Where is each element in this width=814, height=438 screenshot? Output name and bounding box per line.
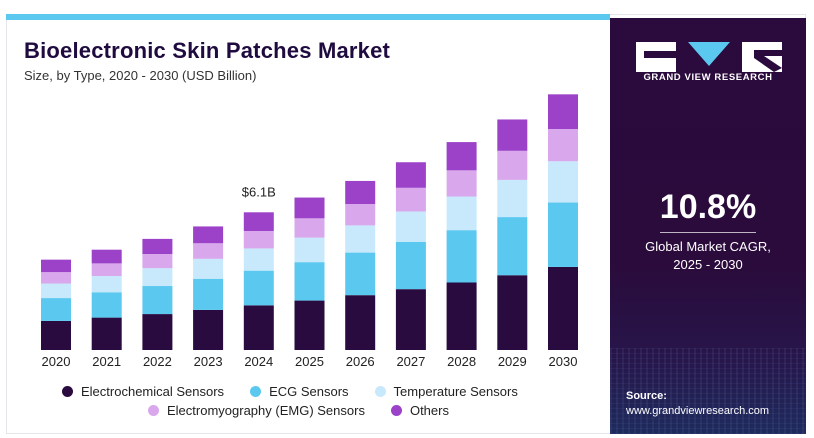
bar-segment-2021-2 <box>91 276 122 293</box>
chart-subtitle: Size, by Type, 2020 - 2030 (USD Billion) <box>24 68 257 83</box>
legend-row-2: Electromyography (EMG) Sensors Others <box>148 403 475 418</box>
bar-segment-2028-0 <box>446 282 477 350</box>
legend-label: Electromyography (EMG) Sensors <box>167 403 365 418</box>
bar-segment-2020-3 <box>41 272 71 284</box>
bar-segment-2026-1 <box>345 252 376 296</box>
bar-segment-2028-3 <box>446 170 477 197</box>
bar-segment-2027-4 <box>395 162 426 188</box>
bar-segment-2023-3 <box>193 243 224 259</box>
x-tick-label: 2021 <box>92 354 121 369</box>
legend-swatch <box>390 405 402 416</box>
legend-item: Electromyography (EMG) Sensors <box>148 403 365 418</box>
source-label: Source: <box>626 390 667 402</box>
bar-segment-2020-1 <box>41 298 71 321</box>
legend-swatch <box>374 386 386 397</box>
bar-segment-2022-0 <box>142 314 173 350</box>
bar-segment-2021-4 <box>91 249 122 264</box>
bar-total-annotation: $6.1B <box>242 184 276 199</box>
x-tick-label: 2024 <box>244 354 273 369</box>
cagr-label-line-1: Global Market CAGR, <box>645 239 771 254</box>
legend-swatch <box>250 386 262 397</box>
bar-segment-2029-1 <box>497 217 528 276</box>
bar-segment-2022-3 <box>142 254 173 269</box>
bar-segment-2028-1 <box>446 230 477 283</box>
cagr-label-line-2: 2025 - 2030 <box>673 257 743 272</box>
bar-segment-2027-3 <box>395 187 426 212</box>
legend-label: Electrochemical Sensors <box>81 384 225 399</box>
bar-segment-2023-4 <box>193 226 224 244</box>
bar-segment-2026-0 <box>345 295 376 350</box>
cagr-divider <box>660 232 756 233</box>
bar-segment-2020-2 <box>41 283 71 299</box>
bar-segment-2029-2 <box>497 179 528 218</box>
bar-segment-2025-3 <box>294 218 325 238</box>
bar-segment-2024-4 <box>243 212 274 231</box>
bar-segment-2029-4 <box>497 119 528 151</box>
bar-segment-2022-1 <box>142 286 173 315</box>
bar-segment-2020-0 <box>41 320 71 350</box>
cagr-label: Global Market CAGR, 2025 - 2030 <box>610 238 806 274</box>
bar-segment-2030-4 <box>548 94 578 130</box>
bar-segment-2024-2 <box>243 248 274 271</box>
bar-segment-2028-4 <box>446 142 477 171</box>
x-tick-label: 2030 <box>549 354 578 369</box>
x-tick-label: 2023 <box>194 354 223 369</box>
bar-segment-2028-2 <box>446 196 477 231</box>
x-tick-label: 2025 <box>295 354 324 369</box>
x-tick-label: 2022 <box>143 354 172 369</box>
x-tick-label: 2029 <box>498 354 527 369</box>
bar-segment-2022-2 <box>142 268 173 287</box>
legend-label: ECG Sensors <box>269 384 349 399</box>
bar-segment-2021-1 <box>91 292 122 318</box>
bar-segment-2021-0 <box>91 317 122 350</box>
bar-segment-2029-0 <box>497 275 528 350</box>
source-link[interactable]: www.grandviewresearch.com <box>626 405 770 417</box>
stacked-bar-chart: 2020 2021 2022 2023 2024 $6.1B 2025 2026 2027 202… <box>41 94 578 369</box>
x-tick-label: 2028 <box>447 354 476 369</box>
bar-segment-2023-0 <box>193 309 224 350</box>
x-tick-label: 2027 <box>396 354 425 369</box>
bar-segment-2025-1 <box>294 262 325 301</box>
bar-segment-2025-0 <box>294 300 325 350</box>
cagr-value: 10.8% <box>659 188 757 226</box>
legend-label: Temperature Sensors <box>393 384 518 399</box>
x-tick-label: 2020 <box>42 354 71 369</box>
bar-segment-2023-1 <box>193 278 224 310</box>
bar-segment-2029-3 <box>497 150 528 180</box>
legend-swatch <box>62 386 73 397</box>
bar-segment-2027-1 <box>395 241 426 290</box>
grand-view-research-logo <box>636 42 782 72</box>
bar-segment-2025-2 <box>294 237 325 263</box>
bar-segment-2026-2 <box>345 225 376 253</box>
bar-segment-2026-4 <box>345 180 376 204</box>
legend-item: Others <box>390 403 449 418</box>
legend-label: Others <box>409 403 449 418</box>
accent-bar <box>6 14 610 20</box>
bar-segment-2026-3 <box>345 203 376 226</box>
bar-segment-2021-3 <box>91 263 122 277</box>
legend-swatch <box>148 405 159 416</box>
x-tick-label: 2026 <box>346 354 375 369</box>
bar-segment-2030-3 <box>548 129 578 162</box>
bar-segment-2024-0 <box>243 305 274 350</box>
legend-item: ECG Sensors <box>250 384 349 399</box>
legend-row-1: Electrochemical Sensors ECG Sensors Temper… <box>62 384 544 399</box>
bar-segment-2024-1 <box>243 270 274 306</box>
chart-title: Bioelectronic Skin Patches Market <box>24 38 391 63</box>
brand-name: GRAND VIEW RESEARCH <box>643 72 773 83</box>
bar-segment-2025-4 <box>294 197 325 219</box>
info-panel: GRAND VIEW RESEARCH 10.8% Global Market … <box>610 18 806 434</box>
panel-pattern <box>610 348 806 434</box>
bar-segment-2020-4 <box>41 259 71 273</box>
bar-segment-2027-0 <box>395 289 426 350</box>
bar-segment-2030-0 <box>548 266 578 350</box>
bar-segment-2022-4 <box>142 238 173 255</box>
legend-item: Electrochemical Sensors <box>62 384 224 399</box>
bar-segment-2030-2 <box>548 161 578 203</box>
bar-segment-2030-1 <box>548 202 578 267</box>
legend-item: Temperature Sensors <box>374 384 518 399</box>
bar-segment-2027-2 <box>395 211 426 242</box>
bar-segment-2024-3 <box>243 230 274 249</box>
bar-segment-2023-2 <box>193 258 224 279</box>
